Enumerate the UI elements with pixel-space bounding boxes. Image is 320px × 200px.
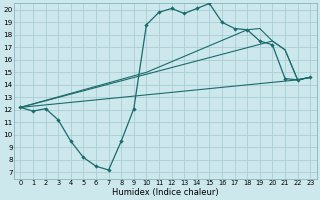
X-axis label: Humidex (Indice chaleur): Humidex (Indice chaleur) bbox=[112, 188, 219, 197]
